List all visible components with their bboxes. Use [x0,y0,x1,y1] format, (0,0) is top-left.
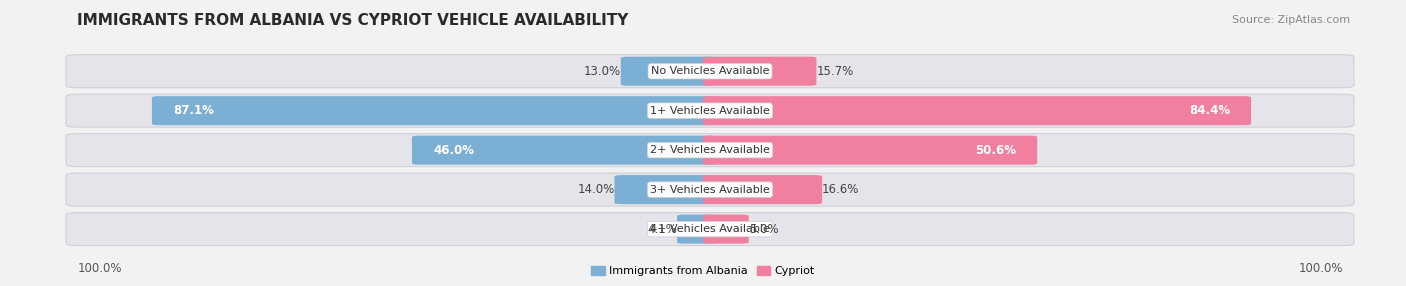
FancyBboxPatch shape [614,175,717,204]
Text: 46.0%: 46.0% [433,144,474,157]
Text: 15.7%: 15.7% [817,65,853,78]
FancyBboxPatch shape [703,96,1251,125]
Text: 5.0%: 5.0% [748,223,779,236]
FancyBboxPatch shape [621,57,717,86]
Text: 100.0%: 100.0% [1298,262,1343,275]
Text: 100.0%: 100.0% [77,262,122,275]
FancyBboxPatch shape [66,134,1354,167]
FancyBboxPatch shape [703,214,748,244]
FancyBboxPatch shape [703,175,823,204]
FancyBboxPatch shape [152,96,717,125]
FancyBboxPatch shape [703,136,1038,165]
Legend: Immigrants from Albania, Cypriot: Immigrants from Albania, Cypriot [586,261,820,281]
Text: 84.4%: 84.4% [1189,104,1230,117]
Text: 1+ Vehicles Available: 1+ Vehicles Available [650,106,770,116]
Text: 4.1%: 4.1% [647,223,678,236]
Text: 13.0%: 13.0% [583,65,621,78]
Text: 2+ Vehicles Available: 2+ Vehicles Available [650,145,770,155]
FancyBboxPatch shape [66,94,1354,127]
Text: 3+ Vehicles Available: 3+ Vehicles Available [650,185,770,194]
Text: 16.6%: 16.6% [823,183,859,196]
Text: 50.6%: 50.6% [976,144,1017,157]
FancyBboxPatch shape [703,57,817,86]
Text: 4+ Vehicles Available: 4+ Vehicles Available [650,224,770,234]
FancyBboxPatch shape [66,212,1354,246]
FancyBboxPatch shape [66,173,1354,206]
FancyBboxPatch shape [678,214,717,244]
FancyBboxPatch shape [66,55,1354,88]
Text: IMMIGRANTS FROM ALBANIA VS CYPRIOT VEHICLE AVAILABILITY: IMMIGRANTS FROM ALBANIA VS CYPRIOT VEHIC… [77,13,628,27]
Text: Source: ZipAtlas.com: Source: ZipAtlas.com [1232,15,1350,25]
Text: No Vehicles Available: No Vehicles Available [651,66,769,76]
FancyBboxPatch shape [412,136,717,165]
Text: 87.1%: 87.1% [173,104,214,117]
Text: 14.0%: 14.0% [578,183,614,196]
